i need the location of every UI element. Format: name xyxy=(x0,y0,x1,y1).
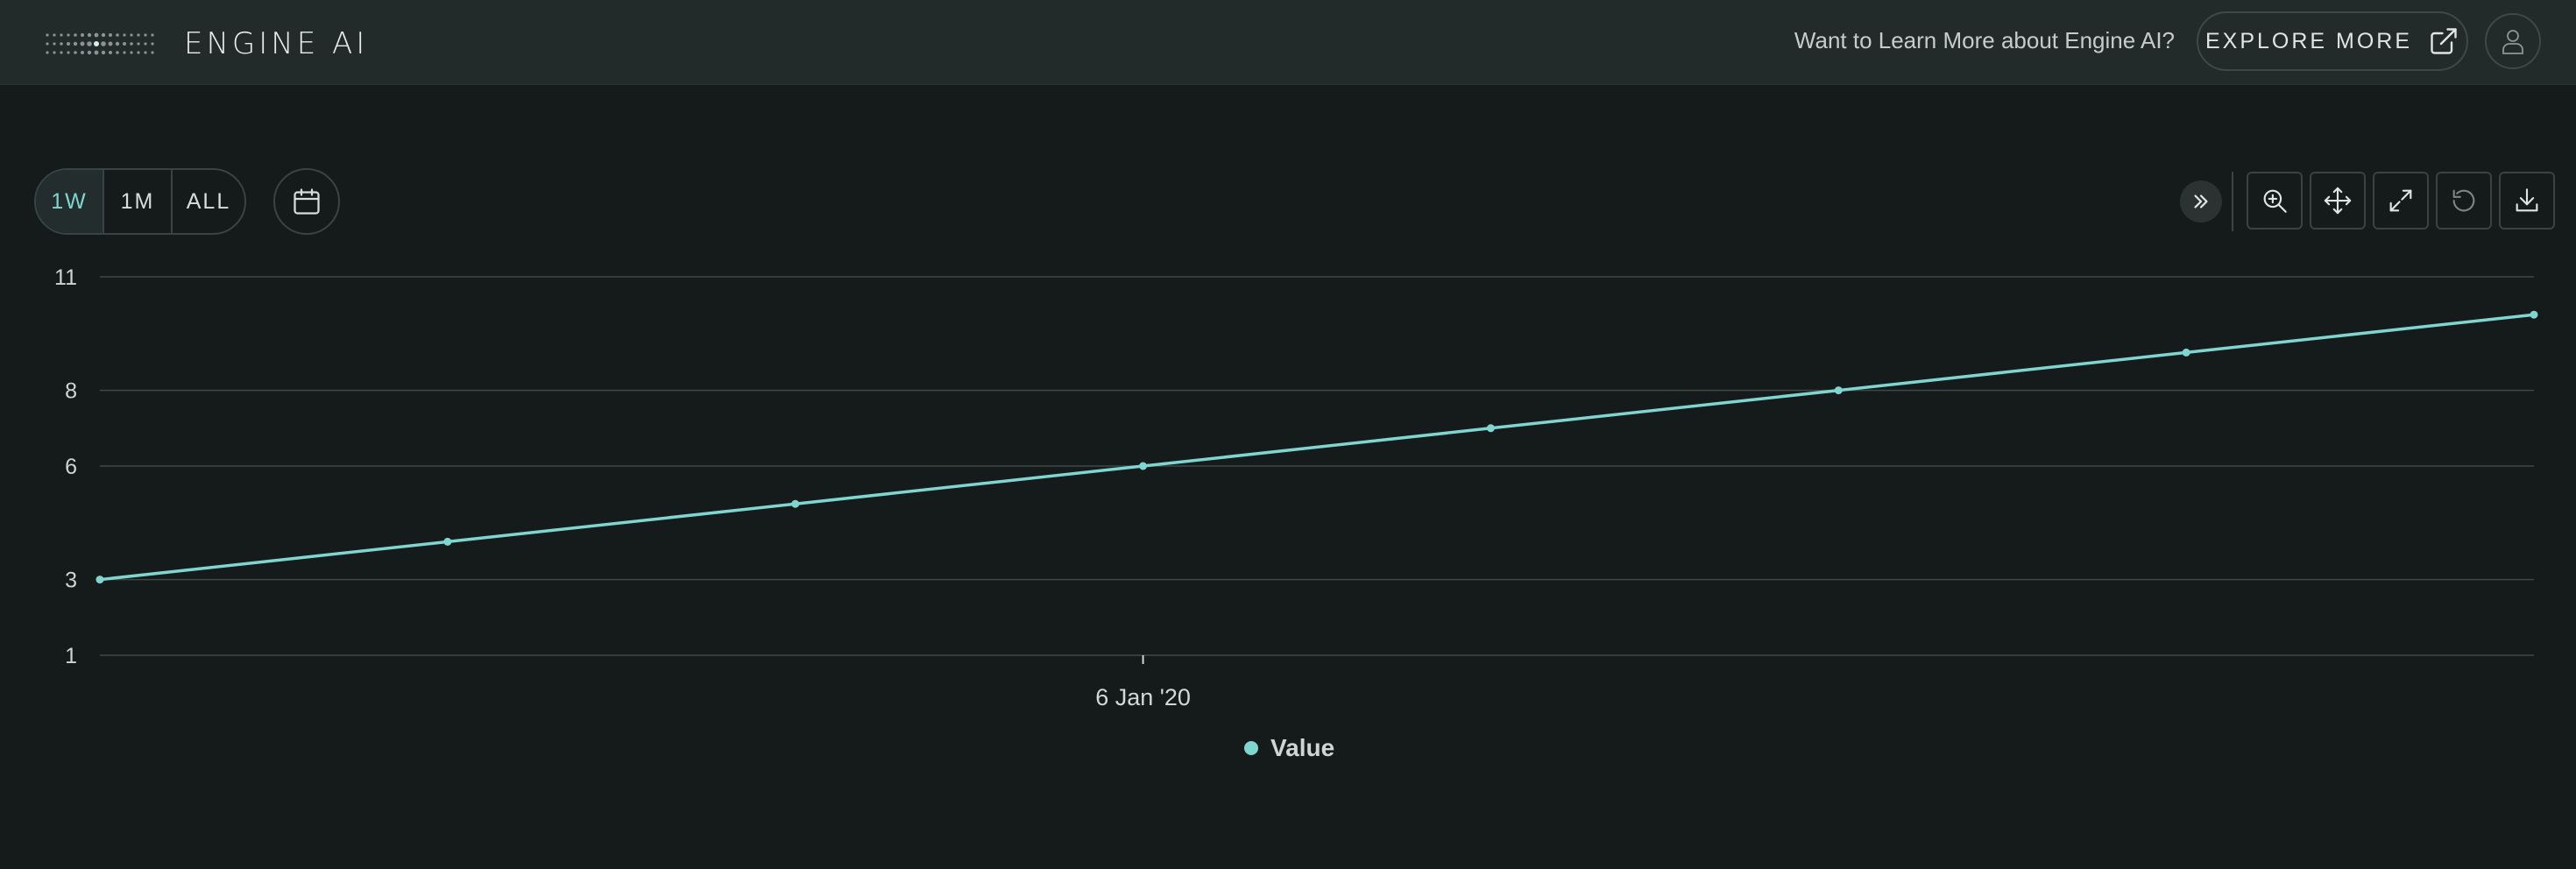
pan-button[interactable] xyxy=(2310,172,2366,230)
zoom-in-button[interactable] xyxy=(2247,172,2303,230)
calendar-icon xyxy=(294,188,320,215)
grid-lines xyxy=(100,276,2534,656)
time-range-selector: 1W 1M ALL xyxy=(34,168,246,235)
reset-zoom-button[interactable] xyxy=(2436,172,2492,230)
series-line xyxy=(99,313,2535,582)
data-point xyxy=(1486,424,1495,433)
data-point xyxy=(96,576,104,584)
chart-legend[interactable]: Value xyxy=(1244,734,1334,762)
y-tick-label: 6 xyxy=(65,455,77,479)
logo-dots-icon xyxy=(46,32,154,55)
external-link-icon xyxy=(2431,28,2457,54)
zoom-in-icon xyxy=(2263,189,2287,213)
y-tick-label: 8 xyxy=(65,379,77,404)
download-icon xyxy=(2516,188,2538,212)
y-tick-label: 3 xyxy=(65,569,77,593)
toolbar-divider xyxy=(2232,172,2233,231)
data-point xyxy=(1139,462,1148,470)
y-tick-label: 11 xyxy=(54,265,77,290)
date-picker-button[interactable] xyxy=(273,168,340,235)
data-point xyxy=(1834,386,1843,395)
user-account-button[interactable] xyxy=(2485,13,2541,69)
top-bar: ENGINE AI Want to Learn More about Engin… xyxy=(0,0,2576,85)
legend-marker xyxy=(1244,741,1258,755)
reset-icon xyxy=(2452,189,2475,212)
double-chevron-right-icon xyxy=(2194,194,2208,208)
x-axis-ticks: 6 Jan '20 xyxy=(1095,655,1191,710)
legend-label: Value xyxy=(1270,734,1335,761)
engine-ai-logo[interactable]: ENGINE AI xyxy=(44,26,368,61)
x-tick-label: 6 Jan '20 xyxy=(1095,684,1191,710)
fullscreen-button[interactable] xyxy=(2373,172,2429,230)
range-1m-button[interactable]: 1M xyxy=(104,170,173,233)
collapse-toolbar-button[interactable] xyxy=(2180,180,2222,223)
data-point xyxy=(2530,310,2538,319)
y-tick-label: 1 xyxy=(65,644,77,668)
pan-move-icon xyxy=(2324,187,2352,215)
range-all-button[interactable]: ALL xyxy=(186,188,231,214)
data-point xyxy=(2182,348,2190,357)
data-point xyxy=(791,499,800,508)
explore-more-button[interactable]: EXPLORE MORE xyxy=(2197,11,2468,71)
y-axis-ticks: 1 3 6 8 11 xyxy=(54,265,77,668)
series-layer xyxy=(96,310,2538,584)
range-1w-button[interactable]: 1W xyxy=(36,170,104,233)
brand-name: ENGINE AI xyxy=(184,26,369,61)
user-icon xyxy=(2502,30,2523,54)
learn-more-text: Want to Learn More about Engine AI? xyxy=(1794,27,2175,53)
data-point xyxy=(443,537,452,546)
expand-icon xyxy=(2389,189,2412,212)
download-button[interactable] xyxy=(2499,172,2555,230)
explore-more-label: EXPLORE MORE xyxy=(2204,28,2413,53)
